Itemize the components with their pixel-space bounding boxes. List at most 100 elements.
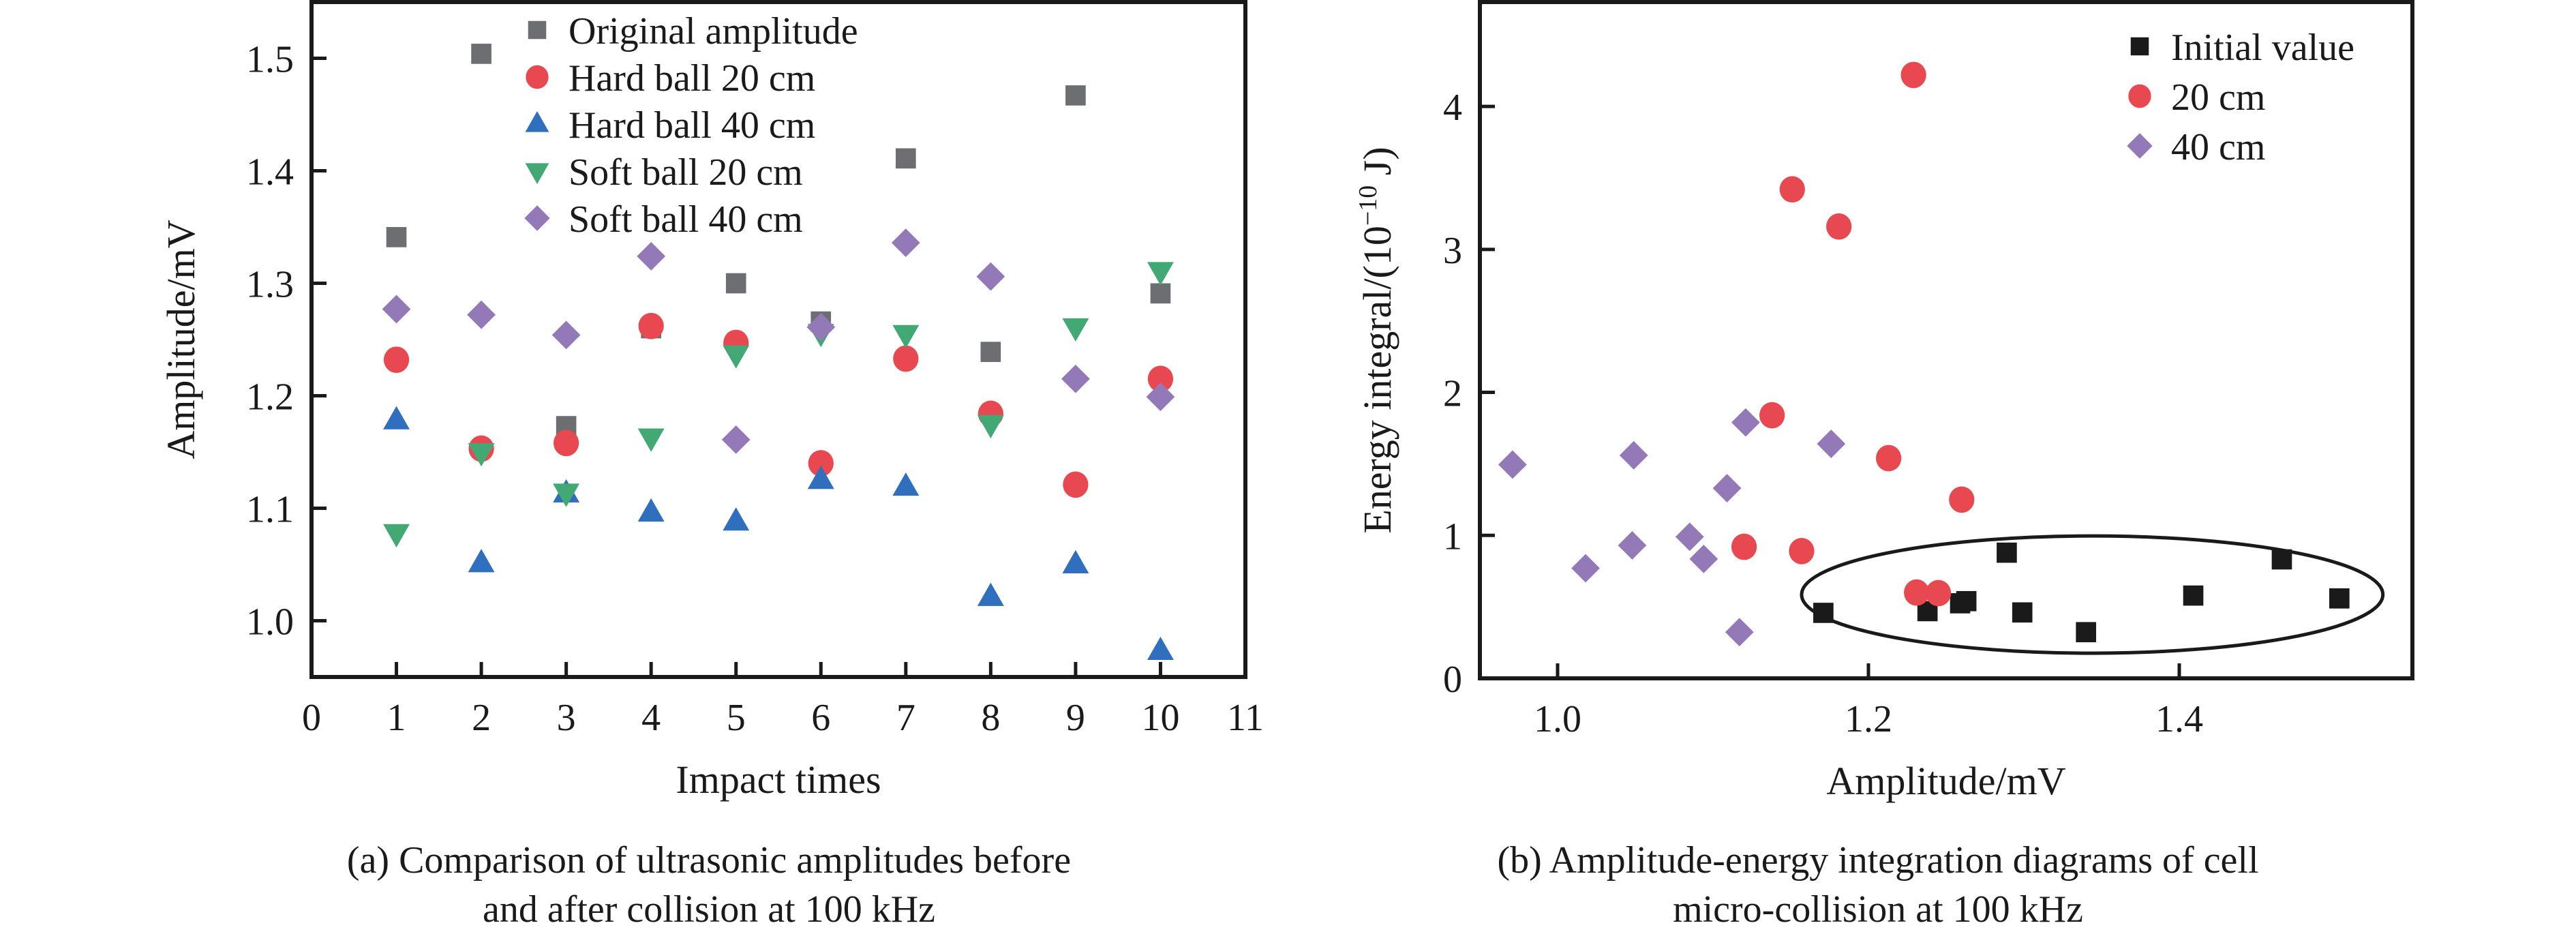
point-diamond — [551, 320, 581, 350]
point-triangle-down — [1062, 318, 1089, 342]
y-tick-label: 1.0 — [246, 601, 294, 644]
point-triangle-down — [468, 443, 495, 467]
y-axis-title-main: Energy integral/(10 — [1355, 226, 1399, 534]
point-diamond — [1061, 364, 1090, 393]
y-tick-label: 1 — [1443, 515, 1462, 558]
point-square — [2183, 585, 2204, 606]
point-circle — [638, 312, 664, 340]
series-40-cm — [1498, 408, 1846, 647]
series-initial-value — [1813, 542, 2350, 643]
point-diamond — [1619, 440, 1648, 470]
y-axis-title-exponent: −10 — [1354, 185, 1382, 226]
point-triangle-up — [383, 406, 410, 430]
y-tick-label: 1.3 — [246, 264, 294, 306]
y-tick-label: 3 — [1443, 230, 1462, 272]
panel-b-caption: (b) Amplitude-energy integration diagram… — [1384, 836, 2372, 934]
point-circle — [893, 345, 919, 372]
point-triangle-up — [637, 498, 665, 522]
point-square — [1956, 590, 1977, 612]
x-tick-label: 5 — [727, 697, 746, 739]
y-tick-label: 1.4 — [246, 151, 294, 194]
point-square — [2012, 602, 2033, 623]
point-triangle-down — [892, 325, 920, 348]
point-square — [980, 342, 1001, 362]
series-soft-ball-20-cm — [383, 262, 1174, 548]
point-diamond — [1498, 450, 1527, 479]
y-tick-label: 0 — [1443, 659, 1462, 701]
x-tick-label: 1.0 — [1534, 698, 1581, 740]
panel-a-caption: (a) Comparison of ultrasonic amplitudes … — [232, 836, 1186, 934]
point-triangle-down — [637, 428, 665, 452]
y-tick-label: 1.2 — [246, 376, 294, 419]
x-tick-label: 9 — [1066, 697, 1085, 739]
point-diamond — [467, 300, 496, 329]
legend-marker-circle — [526, 65, 549, 89]
panel-b-caption-line-1: (b) Amplitude-energy integration diagram… — [1497, 839, 2259, 882]
plot-frame — [309, 0, 1247, 679]
legend-label: 40 cm — [2171, 126, 2265, 168]
point-diamond — [1675, 522, 1704, 552]
point-diamond — [1725, 618, 1754, 647]
legend-label: Initial value — [2171, 27, 2354, 69]
x-tick-label: 0 — [302, 697, 321, 739]
y-tick-label: 1.5 — [246, 39, 294, 81]
point-diamond — [1731, 408, 1760, 437]
point-square — [1150, 283, 1171, 304]
point-diamond — [1689, 544, 1718, 573]
point-diamond — [806, 312, 836, 342]
point-diamond — [1571, 554, 1600, 583]
point-circle — [808, 450, 834, 477]
x-axis-title: Amplitude/mV — [1826, 759, 2065, 803]
point-diamond — [1618, 531, 1647, 560]
point-diamond — [382, 295, 411, 324]
point-triangle-down — [977, 415, 1004, 438]
point-circle — [1789, 537, 1815, 564]
legend-label: Hard ball 20 cm — [569, 57, 815, 100]
legend-label: Hard ball 40 cm — [569, 104, 815, 147]
series-hard-ball-20-cm — [383, 312, 1174, 498]
point-square — [1997, 542, 2017, 563]
panel-b-caption-line-2: micro-collision at 100 kHz — [1673, 888, 2083, 931]
y-tick-label: 4 — [1443, 87, 1462, 129]
plot-frame — [1478, 0, 2414, 680]
y-axis-title-unit: J) — [1355, 147, 1399, 185]
point-circle — [1063, 471, 1089, 498]
panel-a-caption-line-1: (a) Comparison of ultrasonic amplitudes … — [346, 839, 1072, 882]
y-axis-title: Amplitude/mV — [159, 220, 203, 459]
point-diamond — [891, 228, 920, 257]
series-hard-ball-40-cm — [383, 406, 1174, 661]
legend-marker-square — [528, 20, 547, 40]
panel-a-caption-line-2: and after collision at 100 kHz — [482, 888, 935, 931]
point-circle — [1925, 579, 1952, 607]
point-square — [2076, 622, 2097, 643]
legend-marker-triangle-down — [525, 163, 549, 184]
panel-a-chart: 0 1 2 3 4 5 6 7 8 9 10 11 1.0 1.1 1.2 1.3 1.4 1.5 Impact t… — [159, 0, 1264, 802]
point-circle — [1147, 365, 1174, 393]
point-triangle-down — [553, 483, 580, 507]
point-circle — [1900, 61, 1926, 89]
point-triangle-down — [383, 524, 410, 548]
point-square — [1065, 85, 1086, 106]
point-circle — [1876, 445, 1902, 472]
point-diamond — [976, 262, 1005, 291]
x-tick-label: 1 — [387, 697, 406, 739]
y-tick-label: 1.1 — [246, 489, 294, 531]
point-diamond — [721, 425, 751, 454]
legend-marker-diamond — [524, 205, 550, 231]
point-triangle-down — [1147, 262, 1174, 286]
x-tick-label: 2 — [472, 697, 491, 739]
point-circle — [383, 346, 410, 374]
point-diamond — [1146, 382, 1175, 412]
point-diamond — [637, 242, 666, 271]
point-triangle-up — [1147, 636, 1174, 661]
point-circle — [1759, 402, 1785, 429]
x-tick-label: 8 — [981, 697, 1000, 739]
point-triangle-up — [468, 549, 495, 573]
x-tick-label: 3 — [557, 697, 576, 739]
point-triangle-up — [892, 472, 920, 496]
point-circle — [1949, 486, 1975, 513]
point-circle — [554, 430, 579, 457]
legend-marker-circle — [2128, 84, 2151, 108]
